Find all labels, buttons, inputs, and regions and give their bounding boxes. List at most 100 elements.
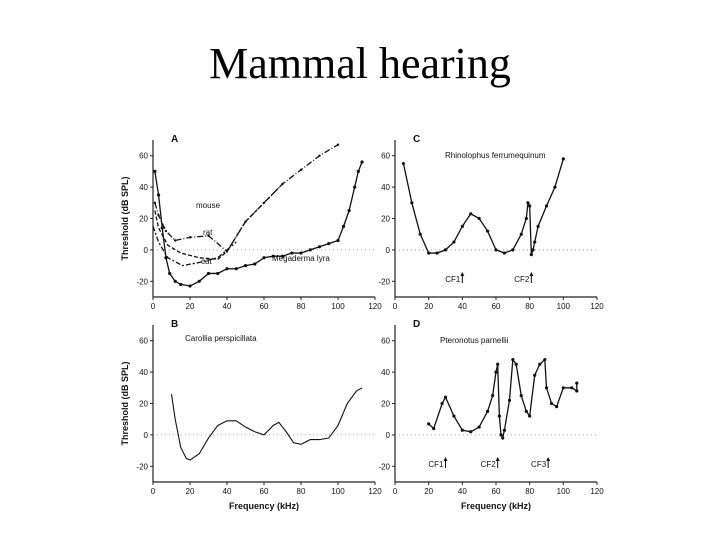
series-line-megaderma-lyra bbox=[154, 161, 363, 287]
x-tick-label: 20 bbox=[186, 302, 195, 311]
data-point bbox=[469, 430, 473, 434]
cf-arrow-head bbox=[529, 272, 534, 276]
cf-arrow-head bbox=[546, 457, 551, 461]
data-point bbox=[308, 248, 312, 252]
x-tick-label: 0 bbox=[393, 487, 398, 496]
cf-marker-label: CF3 bbox=[531, 460, 547, 469]
data-point bbox=[529, 253, 533, 257]
data-point bbox=[485, 229, 490, 233]
data-point bbox=[477, 216, 481, 221]
curve-annotation: Carollia perspicillata bbox=[185, 334, 257, 343]
y-tick-label: 0 bbox=[386, 431, 391, 440]
data-point bbox=[427, 422, 431, 426]
data-point bbox=[336, 238, 340, 243]
x-tick-label: 60 bbox=[260, 487, 269, 496]
cf-marker-label: CF2 bbox=[514, 275, 530, 284]
y-tick-label: 40 bbox=[381, 183, 390, 192]
data-point bbox=[347, 209, 351, 213]
data-point bbox=[341, 224, 346, 228]
y-tick-label: -20 bbox=[136, 462, 148, 471]
data-point bbox=[533, 240, 537, 244]
data-point bbox=[356, 169, 360, 173]
cf-marker-label: CF1 bbox=[445, 275, 461, 284]
data-point bbox=[469, 212, 473, 216]
data-point bbox=[460, 428, 464, 432]
data-point bbox=[533, 373, 537, 377]
series-line-cat bbox=[152, 226, 237, 267]
data-point bbox=[410, 201, 414, 205]
data-point bbox=[494, 370, 498, 374]
data-point bbox=[511, 248, 515, 252]
curve-annotation: Rhinolophus ferrumequinum bbox=[445, 151, 546, 160]
data-point bbox=[575, 389, 579, 393]
data-point bbox=[290, 251, 294, 255]
data-point bbox=[188, 236, 192, 239]
data-point bbox=[443, 248, 448, 252]
data-point bbox=[156, 193, 161, 197]
data-point bbox=[531, 248, 535, 252]
x-tick-label: 120 bbox=[368, 302, 382, 311]
x-axis-label: Frequency (kHz) bbox=[229, 501, 299, 511]
x-tick-label: 80 bbox=[297, 487, 306, 496]
data-point bbox=[452, 240, 456, 244]
y-tick-label: 60 bbox=[381, 337, 390, 346]
y-tick-label: 40 bbox=[139, 368, 148, 377]
data-point bbox=[499, 433, 503, 437]
x-tick-label: 0 bbox=[151, 302, 156, 311]
data-point bbox=[440, 401, 444, 406]
data-point bbox=[401, 161, 406, 166]
data-point bbox=[318, 154, 321, 157]
data-point bbox=[207, 234, 210, 237]
x-tick-label: 120 bbox=[368, 487, 382, 496]
data-point bbox=[153, 169, 157, 173]
x-axis-label: Frequency (kHz) bbox=[461, 501, 531, 511]
data-point bbox=[526, 201, 530, 205]
y-tick-label: 0 bbox=[144, 431, 149, 440]
data-point bbox=[485, 409, 490, 413]
data-point bbox=[494, 248, 498, 252]
x-tick-label: 80 bbox=[525, 487, 534, 496]
data-point bbox=[179, 282, 183, 287]
x-tick-label: 40 bbox=[458, 302, 467, 311]
data-point bbox=[353, 185, 357, 189]
data-point bbox=[280, 254, 285, 258]
y-tick-label: 20 bbox=[381, 400, 390, 409]
x-tick-label: 120 bbox=[590, 487, 604, 496]
x-tick-label: 20 bbox=[424, 487, 433, 496]
x-tick-label: 100 bbox=[557, 302, 571, 311]
data-point bbox=[299, 251, 303, 255]
x-tick-label: 60 bbox=[492, 487, 501, 496]
cf-marker-label: CF2 bbox=[481, 460, 497, 469]
data-point bbox=[153, 201, 157, 204]
data-point bbox=[575, 381, 579, 385]
data-point bbox=[174, 239, 177, 242]
panel-letter: D bbox=[413, 319, 420, 330]
panel-c: 0 20 40 60 80 100 120 -20 0 20 40 60 C Rhinolophus fe… bbox=[378, 134, 604, 311]
data-point bbox=[501, 436, 505, 440]
x-tick-label: 100 bbox=[331, 302, 345, 311]
data-point bbox=[317, 245, 322, 249]
y-tick-label: 20 bbox=[381, 215, 390, 224]
y-tick-label: -20 bbox=[378, 277, 390, 286]
data-point bbox=[497, 414, 501, 418]
data-point bbox=[553, 185, 557, 189]
data-point bbox=[164, 229, 168, 233]
y-tick-label: 0 bbox=[386, 246, 391, 255]
data-point bbox=[536, 224, 540, 228]
data-point bbox=[514, 362, 518, 366]
data-point bbox=[164, 256, 168, 260]
x-tick-label: 40 bbox=[458, 487, 467, 496]
data-point bbox=[496, 362, 500, 366]
data-point bbox=[360, 160, 364, 164]
panel-letter: B bbox=[171, 319, 178, 330]
y-tick-label: -20 bbox=[136, 277, 148, 286]
x-tick-label: 60 bbox=[492, 302, 501, 311]
data-point bbox=[491, 394, 495, 398]
data-point bbox=[243, 264, 248, 268]
curve-annotation: cat bbox=[201, 257, 212, 266]
panel-a: 0 20 40 60 80 100 120 -20 0 20 40 60 A Threshold (dB … bbox=[120, 134, 382, 311]
data-point bbox=[435, 251, 439, 255]
data-point bbox=[216, 271, 220, 276]
data-point bbox=[225, 267, 229, 271]
data-point bbox=[262, 256, 266, 260]
